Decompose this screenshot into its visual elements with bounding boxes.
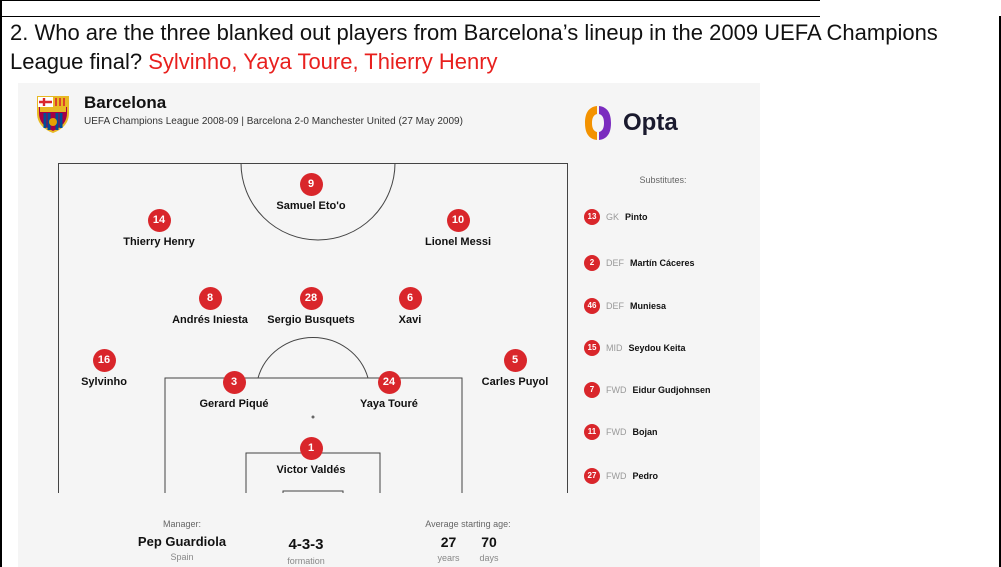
age-days-label: days <box>479 553 499 563</box>
sub-number-badge: 13 <box>584 209 600 225</box>
sub-position: FWD <box>606 471 627 481</box>
substitutes-title: Substitutes: <box>639 175 687 185</box>
document-right-rule <box>999 16 1001 567</box>
substitute-row: 15 MID Seydou Keita <box>584 339 686 357</box>
formation-label: formation <box>287 556 325 566</box>
sub-name: Martín Cáceres <box>630 258 695 268</box>
player-name: Yaya Touré <box>360 398 418 410</box>
substitute-row: 13 GK Pinto <box>584 208 648 226</box>
team-name: Barcelona <box>84 93 167 112</box>
question-text: 2. Who are the three blanked out players… <box>10 18 995 76</box>
manager-name: Pep Guardiola <box>137 534 227 549</box>
barcelona-crest-icon <box>37 96 69 133</box>
shirt-number-badge: 1 <box>299 437 323 460</box>
player-name: Samuel Eto'o <box>276 200 346 212</box>
shirt-number-badge: 6 <box>398 287 422 310</box>
question-answer: Sylvinho, Yaya Toure, Thierry Henry <box>148 49 498 74</box>
player-name: Andrés Iniesta <box>172 314 248 326</box>
sub-number-badge: 46 <box>584 298 600 314</box>
substitute-row: 7 FWD Eidur Gudjohnsen <box>584 381 711 399</box>
shirt-number-badge: 16 <box>92 349 116 372</box>
sub-name: Pedro <box>632 471 659 481</box>
sub-position: GK <box>606 212 620 222</box>
shirt-number-badge: 10 <box>446 209 470 232</box>
manager-block: Manager: Pep Guardiola Spain <box>122 519 242 562</box>
sub-name: Eidur Gudjohnsen <box>632 385 711 395</box>
player-name: Xavi <box>398 314 422 326</box>
opta-logo-icon <box>585 106 611 140</box>
sub-position: MID <box>606 343 623 353</box>
shirt-number-badge: 24 <box>377 371 401 394</box>
shirt-number-badge: 28 <box>299 287 323 310</box>
substitute-row: 27 FWD Pedro <box>584 467 658 485</box>
shirt-number-badge: 9 <box>299 173 323 196</box>
sub-name: Bojan <box>632 427 658 437</box>
substitute-row: 46 DEF Muniesa <box>584 297 666 315</box>
formation-value: 4-3-3 <box>288 536 324 553</box>
sub-position: DEF <box>606 258 624 268</box>
sub-number-badge: 11 <box>584 424 600 440</box>
sub-position: FWD <box>606 385 627 395</box>
formation-block: 4-3-3 formation <box>261 531 351 566</box>
question-prompt: 2. Who are the three blanked out players… <box>10 20 938 74</box>
document-top-rule <box>0 0 820 1</box>
substitute-row: 2 DEF Martín Cáceres <box>584 254 695 272</box>
player-goalkeeper: 1 Victor Valdés <box>231 437 391 476</box>
shirt-number-badge: 14 <box>147 209 171 232</box>
age-years-label: years <box>437 553 460 563</box>
age-days-value: 70 <box>481 534 497 550</box>
sub-name: Pinto <box>625 212 648 222</box>
lineup-graphic: Barcelona UEFA Champions League 2008-09 … <box>18 83 760 567</box>
player-name: Sylvinho <box>81 376 127 388</box>
player-forward-center: 9 Samuel Eto'o <box>231 173 391 212</box>
match-subtitle: UEFA Champions League 2008-09 | Barcelon… <box>84 116 463 127</box>
player-defence-right-center: 24 Yaya Touré <box>309 371 469 410</box>
player-name: Thierry Henry <box>123 236 195 248</box>
shirt-number-badge: 5 <box>503 349 527 372</box>
player-name: Gerard Piqué <box>199 398 269 410</box>
sub-name: Muniesa <box>630 301 667 311</box>
sub-name: Seydou Keita <box>628 343 686 353</box>
player-midfield-center: 28 Sergio Busquets <box>231 287 391 326</box>
player-defence-left-center: 3 Gerard Piqué <box>154 371 314 410</box>
pitch-lines <box>58 163 568 493</box>
document-table-rule <box>0 16 820 17</box>
player-forward-right: 10 Lionel Messi <box>378 209 538 248</box>
player-defence-right-back: 5 Carles Puyol <box>435 349 595 388</box>
player-name: Sergio Busquets <box>267 314 355 326</box>
manager-country: Spain <box>170 552 194 562</box>
sub-number-badge: 7 <box>584 382 600 398</box>
player-defence-left-back: 16 Sylvinho <box>24 349 184 388</box>
player-name: Victor Valdés <box>276 464 346 476</box>
sub-number-badge: 15 <box>584 340 600 356</box>
opta-logo: Opta <box>583 104 723 144</box>
age-years-value: 27 <box>440 534 457 550</box>
substitute-row: 11 FWD Bojan <box>584 423 658 441</box>
opta-brand-text: Opta <box>623 109 678 136</box>
player-forward-left: 14 Thierry Henry <box>79 209 239 248</box>
player-name: Lionel Messi <box>424 236 492 248</box>
document-left-rule <box>0 0 2 567</box>
sub-position: DEF <box>606 301 624 311</box>
average-age-label: Average starting age: <box>425 519 511 529</box>
player-midfield-left: 8 Andrés Iniesta <box>130 287 290 326</box>
shirt-number-badge: 8 <box>198 287 222 310</box>
average-age-block: Average starting age: 27 years 70 days <box>398 519 538 563</box>
sub-position: FWD <box>606 427 627 437</box>
shirt-number-badge: 3 <box>222 371 246 394</box>
sub-number-badge: 27 <box>584 468 600 484</box>
sub-number-badge: 2 <box>584 255 600 271</box>
player-name: Carles Puyol <box>481 376 549 388</box>
manager-label: Manager: <box>162 519 202 529</box>
player-midfield-right: 6 Xavi <box>330 287 490 326</box>
